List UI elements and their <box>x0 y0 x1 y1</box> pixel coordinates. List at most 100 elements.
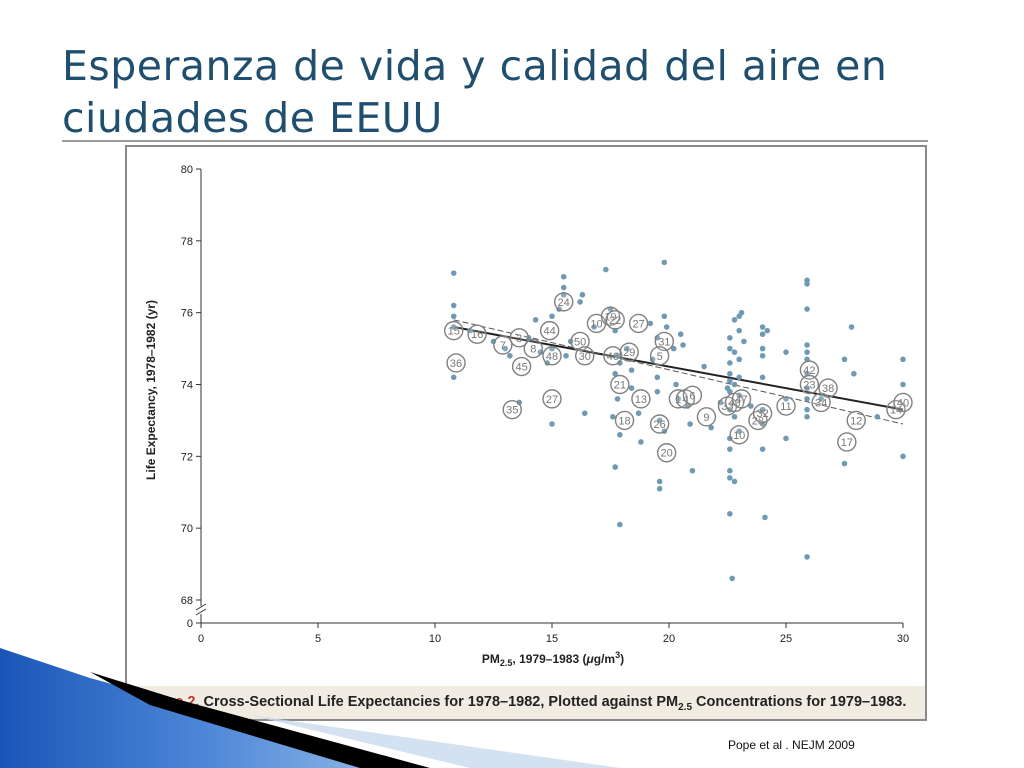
data-point <box>661 313 668 320</box>
data-point <box>727 360 733 366</box>
data-point <box>804 306 810 312</box>
city-label: 5 <box>657 351 663 363</box>
data-point <box>900 453 906 460</box>
data-point <box>783 349 789 355</box>
caption-subscript: 2.5 <box>678 701 693 713</box>
data-point <box>549 313 555 320</box>
data-point <box>736 356 742 363</box>
city-circle <box>502 399 522 420</box>
city-marker: 8 <box>523 338 543 359</box>
data-point <box>612 370 618 377</box>
city-label: 9 <box>703 412 709 424</box>
source-citation: Pope et al . NEJM 2009 <box>728 738 855 752</box>
y-tick-label: 72 <box>181 451 193 463</box>
city-marker: 32 <box>752 403 773 423</box>
data-point <box>450 324 457 330</box>
data-point <box>617 431 623 438</box>
city-label: 31 <box>658 336 670 348</box>
city-circle <box>811 392 831 413</box>
data-point <box>759 406 766 413</box>
city-marker: 40 <box>893 392 913 413</box>
data-point <box>563 352 569 359</box>
data-point <box>624 345 630 352</box>
city-circle <box>752 403 773 423</box>
data-point <box>680 342 686 348</box>
y-tick-label: 76 <box>181 308 193 320</box>
city-marker: 36 <box>446 353 466 373</box>
city-circle <box>799 360 820 380</box>
figure-caption: Figure 2. Cross-Sectional Life Expectanc… <box>127 686 925 719</box>
data-point <box>450 374 457 381</box>
data-point <box>727 378 733 384</box>
city-marker: 9 <box>696 407 717 427</box>
data-point <box>783 435 789 442</box>
city-marker: 12 <box>846 410 866 431</box>
city-marker: 17 <box>837 432 857 452</box>
city-label: 23 <box>803 380 815 392</box>
city-circle <box>893 392 913 413</box>
data-point <box>577 299 583 305</box>
city-label: 27 <box>546 394 558 406</box>
city-label: 40 <box>897 397 909 409</box>
city-label: 20 <box>661 448 673 460</box>
city-circle <box>886 399 906 420</box>
data-point <box>748 403 754 409</box>
city-label: 14 <box>890 405 902 417</box>
data-point <box>617 360 623 366</box>
data-point <box>727 345 733 352</box>
x-tick-label: 20 <box>663 633 675 645</box>
data-point <box>628 367 635 373</box>
data-point <box>450 270 457 276</box>
city-circle <box>603 346 623 366</box>
city-label: 17 <box>841 437 853 449</box>
data-point <box>603 266 609 273</box>
city-circle <box>776 396 796 416</box>
city-marker: 6 <box>682 385 703 405</box>
data-point <box>450 313 457 320</box>
city-marker: 29 <box>619 342 639 362</box>
data-point <box>687 421 693 427</box>
data-point <box>762 514 768 521</box>
city-label: 42 <box>803 365 815 377</box>
data-point <box>638 439 644 445</box>
data-point <box>673 381 679 388</box>
data-point <box>736 327 742 334</box>
city-marker: 7 <box>493 335 513 355</box>
city-circle <box>631 389 651 409</box>
data-point <box>635 410 642 417</box>
data-point <box>851 370 857 377</box>
data-point <box>661 259 668 266</box>
city-label: 24 <box>558 297 570 309</box>
city-circle <box>509 328 529 348</box>
city-label: 26 <box>654 419 666 431</box>
data-point <box>689 467 696 474</box>
data-point <box>560 273 567 280</box>
city-circle <box>605 310 625 330</box>
data-point <box>727 446 733 452</box>
city-circle <box>649 414 670 434</box>
data-point <box>731 478 738 485</box>
city-circle <box>539 320 560 341</box>
city-label: 1 <box>675 394 681 406</box>
slide-title: Esperanza de vida y calidad del aire en … <box>62 42 888 142</box>
city-circle <box>649 346 670 366</box>
x-tick-label: 25 <box>780 633 792 645</box>
city-circle <box>799 374 820 395</box>
city-circle <box>493 335 513 355</box>
city-marker: 14 <box>886 399 906 420</box>
city-marker: 50 <box>570 331 590 352</box>
city-circle <box>444 320 464 341</box>
data-point <box>614 352 621 359</box>
data-point <box>738 309 745 316</box>
city-label: 7 <box>500 340 506 352</box>
axis-break-mark <box>195 603 207 611</box>
data-point <box>731 317 738 323</box>
city-circle <box>696 407 717 427</box>
city-marker: 27 <box>628 313 649 334</box>
data-point <box>804 554 810 560</box>
city-marker: 13 <box>631 389 651 409</box>
data-point <box>656 485 663 492</box>
data-point <box>727 335 733 341</box>
city-circle <box>610 374 630 395</box>
data-point <box>804 385 810 391</box>
